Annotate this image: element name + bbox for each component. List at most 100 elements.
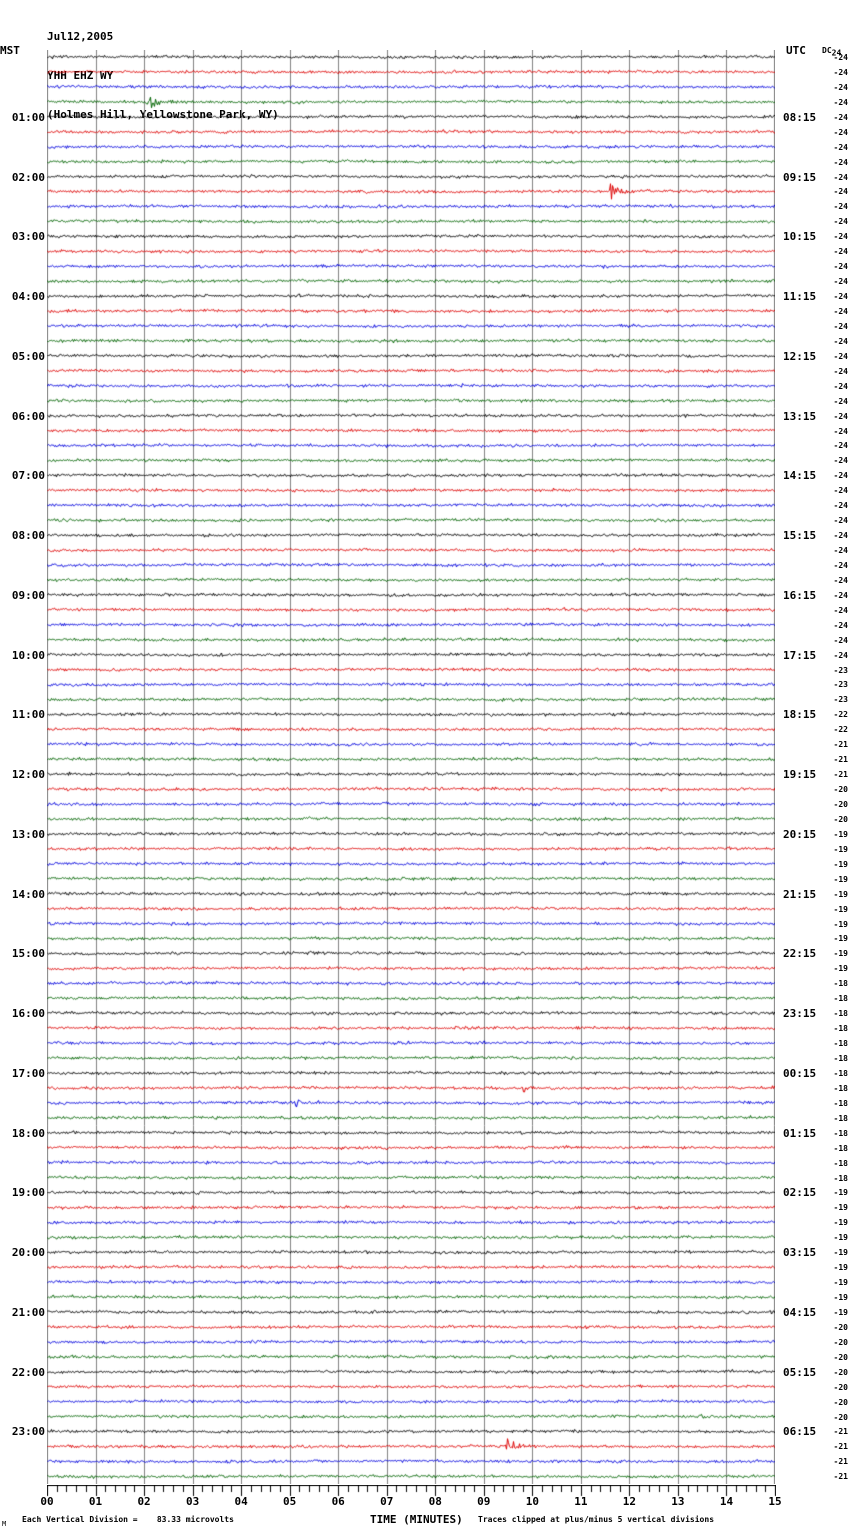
dc-value-label: -18 xyxy=(833,1143,848,1153)
x-axis-tick-label: 06 xyxy=(331,1495,345,1508)
mst-tick-label: 10:00 xyxy=(11,648,45,662)
mst-tick-label: 20:00 xyxy=(11,1246,45,1260)
scale-note: Each Vertical Division = 83.33 microvolt… xyxy=(22,1515,234,1524)
dc-value-label: -24 xyxy=(833,247,848,257)
dc-value-label: -19 xyxy=(833,949,848,959)
dc-value-label: -19 xyxy=(833,1307,848,1317)
utc-tick-label: 00:15 xyxy=(783,1066,817,1080)
dc-value-label: -23 xyxy=(833,665,848,675)
dc-value-label: -24 xyxy=(833,650,848,660)
x-axis-tick-label: 07 xyxy=(380,1495,394,1508)
dc-value-label: -24 xyxy=(833,82,848,92)
mst-tick-label: 06:00 xyxy=(11,409,45,423)
mst-tick-label: 23:00 xyxy=(11,1425,45,1439)
dc-value-label: -24 xyxy=(833,605,848,615)
dc-value-label: -19 xyxy=(833,1218,848,1228)
dc-axis-title-text: DC xyxy=(822,46,832,55)
dc-value-label: -20 xyxy=(833,1322,848,1332)
dc-value-label: -19 xyxy=(833,964,848,974)
utc-axis-title: UTC xyxy=(786,44,806,57)
dc-value-label: -24 xyxy=(833,560,848,570)
dc-value-label: -19 xyxy=(833,1188,848,1198)
dc-value-label: -20 xyxy=(833,1367,848,1377)
x-axis-tick-label: 05 xyxy=(283,1495,297,1508)
x-axis-tick-label: 00 xyxy=(40,1495,54,1508)
mst-tick-label: 15:00 xyxy=(11,947,45,961)
dc-value-label: -18 xyxy=(833,1128,848,1138)
x-axis-tick-canvas xyxy=(47,1485,776,1497)
dc-value-label: -24 xyxy=(833,157,848,167)
mst-tick-label: 22:00 xyxy=(11,1365,45,1379)
dc-value-label: -20 xyxy=(833,1382,848,1392)
dc-value-label: -20 xyxy=(833,1337,848,1347)
dc-value-label: -19 xyxy=(833,1203,848,1213)
utc-tick-label: 20:15 xyxy=(783,827,817,841)
dc-value-label: -24 xyxy=(833,202,848,212)
mst-axis-title: MST xyxy=(0,44,20,57)
dc-value-label: -21 xyxy=(833,740,848,750)
utc-tick-label: 06:15 xyxy=(783,1425,817,1439)
dc-value-label: -24 xyxy=(833,351,848,361)
dc-value-label: -18 xyxy=(833,1068,848,1078)
mst-tick-label: 01:00 xyxy=(11,110,45,124)
dc-value-label: -24 xyxy=(833,172,848,182)
dc-value-label: -19 xyxy=(833,1263,848,1273)
dc-value-label: -18 xyxy=(833,1083,848,1093)
utc-tick-label: 14:15 xyxy=(783,469,817,483)
dc-value-label: -21 xyxy=(833,770,848,780)
utc-tick-label: 13:15 xyxy=(783,409,817,423)
dc-value-label: -19 xyxy=(833,1233,848,1243)
x-axis-tick-label: 01 xyxy=(88,1495,103,1508)
utc-tick-label: 21:15 xyxy=(783,887,817,901)
utc-tick-label: 22:15 xyxy=(783,947,817,961)
utc-tick-label: 03:15 xyxy=(783,1246,817,1260)
dc-value-label: -18 xyxy=(833,1039,848,1049)
dc-value-label: -24 xyxy=(833,546,848,556)
utc-tick-label: 04:15 xyxy=(783,1305,817,1319)
dc-value-label: -24 xyxy=(833,590,848,600)
dc-value-label: -24 xyxy=(833,456,848,466)
dc-value-label: -18 xyxy=(833,979,848,989)
utc-tick-label: 18:15 xyxy=(783,708,817,722)
dc-value-label: -22 xyxy=(833,710,848,720)
dc-value-label: -24 xyxy=(833,232,848,242)
dc-value-label: -19 xyxy=(833,889,848,899)
dc-value-label: -22 xyxy=(833,725,848,735)
mst-tick-label: 09:00 xyxy=(11,588,45,602)
dc-value-label: -18 xyxy=(833,1024,848,1034)
dc-value-label: -18 xyxy=(833,1173,848,1183)
utc-tick-label: 08:15 xyxy=(783,110,817,124)
dc-value-label: -24 xyxy=(833,187,848,197)
dc-value-label: -19 xyxy=(833,874,848,884)
x-axis-tick-label: 04 xyxy=(234,1495,248,1508)
dc-value-label: -19 xyxy=(833,1293,848,1303)
dc-value-label: -24 xyxy=(833,217,848,227)
dc-value-label: -24 xyxy=(833,277,848,287)
corner-mark: M xyxy=(2,1520,7,1528)
mst-tick-label: 02:00 xyxy=(11,170,45,184)
dc-value-label: -24 xyxy=(833,381,848,391)
dc-value-label: -24 xyxy=(833,97,848,107)
dc-value-label: -21 xyxy=(833,755,848,765)
dc-value-label: -20 xyxy=(833,800,848,809)
dc-value-label: -24 xyxy=(833,306,848,316)
dc-value-label: -18 xyxy=(833,1009,848,1019)
dc-value-label: -19 xyxy=(833,844,848,854)
dc-value-label: -21 xyxy=(833,1442,848,1452)
dc-value-label: -19 xyxy=(833,934,848,944)
dc-value-label: -24 xyxy=(833,142,848,152)
dc-value-label: -18 xyxy=(833,1098,848,1108)
helicorder-plot[interactable] xyxy=(47,50,775,1484)
dc-value-label: -21 xyxy=(833,1427,848,1437)
dc-value-label: -24 xyxy=(833,321,848,331)
dc-value-label: -24 xyxy=(833,292,848,302)
x-axis-tick-label: 12 xyxy=(622,1495,637,1508)
dc-value-label: -19 xyxy=(833,919,848,929)
mst-tick-label: 04:00 xyxy=(11,290,45,304)
mst-tick-label: 16:00 xyxy=(11,1007,45,1021)
dc-value-label: -24 xyxy=(833,53,848,62)
dc-value-label: -20 xyxy=(833,814,848,824)
dc-value-label: -24 xyxy=(833,396,848,406)
dc-value-label: -18 xyxy=(833,1113,848,1123)
mst-tick-label: 18:00 xyxy=(11,1126,45,1140)
